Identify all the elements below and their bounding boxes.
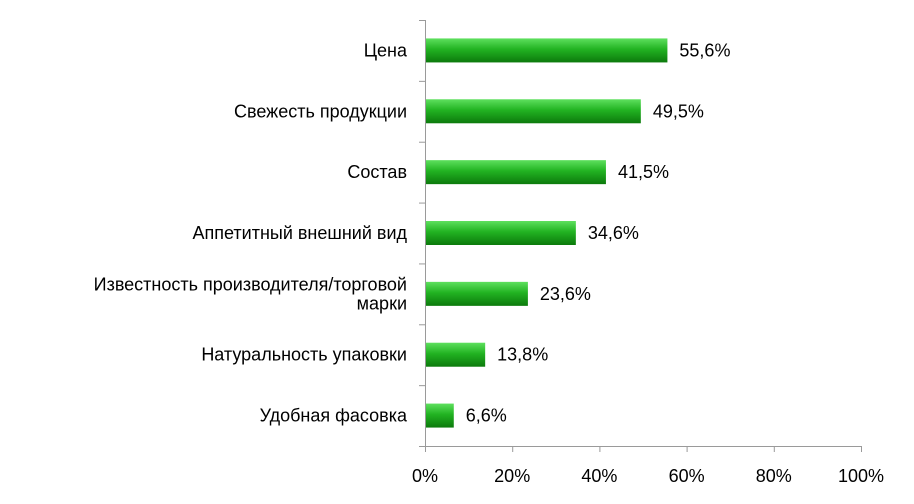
x-tick-label: 20% <box>494 466 530 486</box>
x-tick-label: 40% <box>581 466 617 486</box>
x-tick-label: 0% <box>412 466 438 486</box>
category-label: Удобная фасовка <box>260 406 408 426</box>
x-tick-label: 80% <box>756 466 792 486</box>
category-label: Аппетитный внешний вид <box>192 223 407 243</box>
value-label: 41,5% <box>618 162 669 182</box>
value-label: 13,8% <box>497 345 548 365</box>
bar <box>425 99 641 124</box>
value-label: 23,6% <box>540 284 591 304</box>
value-label: 34,6% <box>588 223 639 243</box>
value-label: 49,5% <box>653 101 704 121</box>
category-label: Натуральность упаковки <box>201 345 407 365</box>
x-tick-label: 100% <box>838 466 884 486</box>
bar <box>425 342 486 367</box>
bars <box>425 38 668 428</box>
value-label: 6,6% <box>466 406 507 426</box>
value-label: 55,6% <box>679 40 730 60</box>
bar <box>425 221 576 245</box>
bar <box>425 160 606 185</box>
category-label: Состав <box>347 162 407 182</box>
category-label: Цена <box>364 40 408 60</box>
bar <box>425 281 528 306</box>
category-labels: Цена Свежесть продукции Состав Аппетитный в… <box>94 40 408 425</box>
category-label: Свежесть продукции <box>234 101 407 121</box>
x-tick-label: 60% <box>669 466 705 486</box>
x-tick-labels: 0% 20% 40% 60% 80% 100% <box>412 466 884 486</box>
category-label: Известность производителя/торговой марки <box>94 274 407 313</box>
value-labels: 55,6% 49,5% 41,5% 34,6% 23,6% 13,8% 6,6% <box>466 40 731 425</box>
bar <box>425 403 454 428</box>
bar <box>425 38 668 63</box>
axes <box>419 20 862 452</box>
